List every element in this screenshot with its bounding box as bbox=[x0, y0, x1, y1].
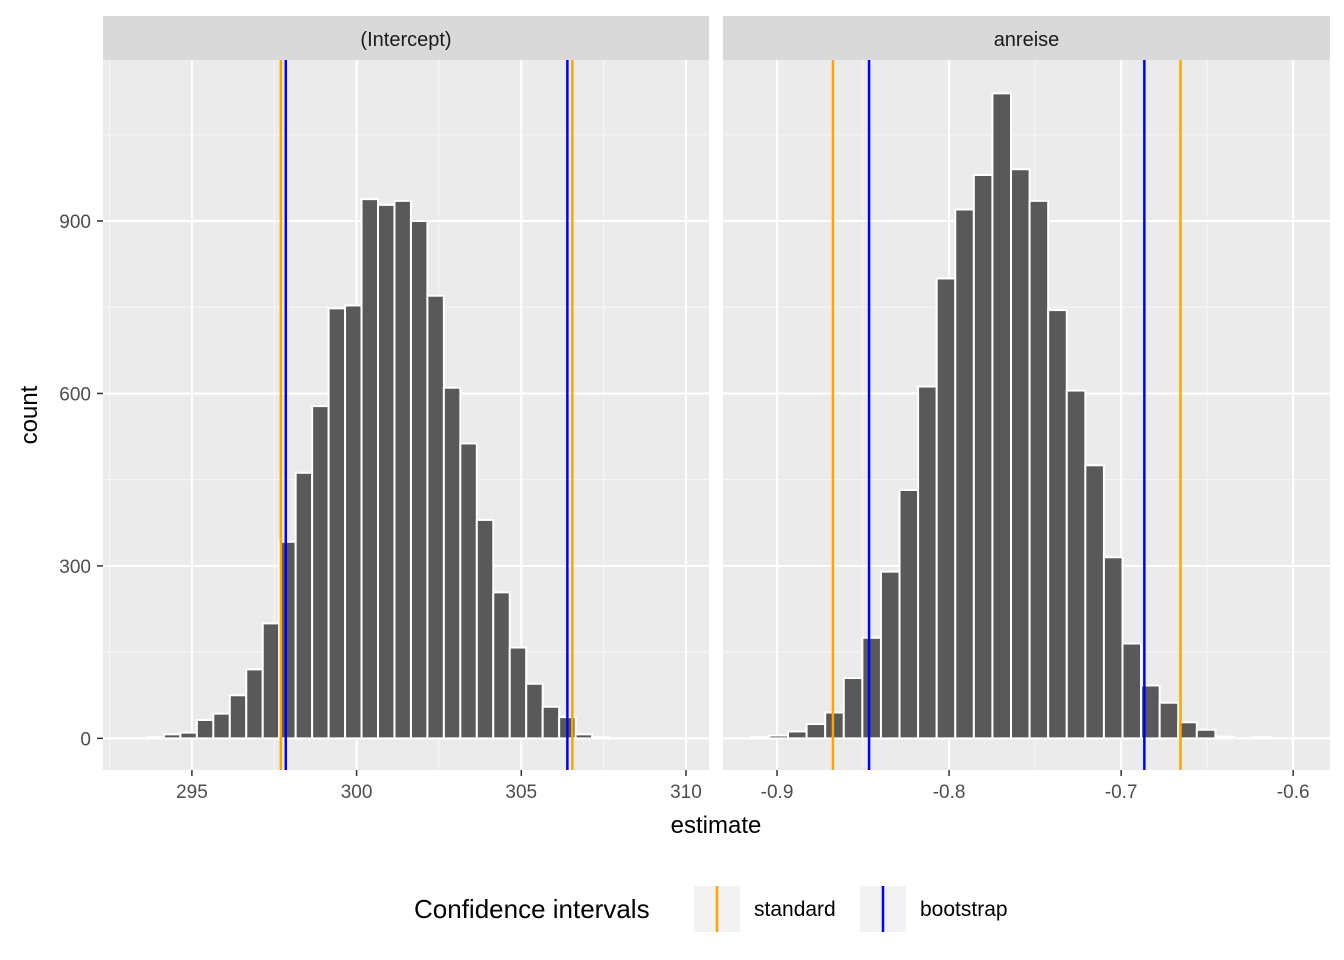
x-tick-label: -0.6 bbox=[1277, 782, 1310, 803]
histogram-bar bbox=[245, 668, 264, 740]
x-tick-label: 305 bbox=[505, 782, 537, 803]
histogram-bar bbox=[360, 198, 380, 740]
histogram-bar bbox=[541, 705, 561, 740]
histogram-bar bbox=[972, 173, 994, 740]
histogram-bar bbox=[261, 622, 281, 740]
x-axis-ticks: -0.9 -0.8 -0.7 -0.6 bbox=[761, 770, 1310, 803]
histogram-bar bbox=[1047, 309, 1068, 740]
histogram-bar bbox=[442, 386, 462, 740]
histogram-bar bbox=[861, 636, 882, 740]
histogram-bar bbox=[842, 677, 864, 740]
histogram-bar bbox=[426, 294, 445, 740]
x-axis-ticks: 295 300 305 310 bbox=[176, 770, 702, 803]
histogram-bar bbox=[591, 736, 610, 740]
strip-background bbox=[103, 16, 709, 60]
histogram-bar bbox=[327, 307, 347, 740]
histogram-bar bbox=[1251, 736, 1273, 740]
histogram-bar bbox=[525, 682, 544, 740]
histogram-bar bbox=[879, 570, 901, 740]
strip-background bbox=[723, 16, 1330, 60]
y-tick-label: 900 bbox=[59, 212, 91, 233]
y-tick-label: 0 bbox=[80, 729, 91, 750]
histogram-bars bbox=[749, 92, 1273, 740]
histogram-bar bbox=[768, 734, 790, 740]
x-tick-label: 310 bbox=[670, 782, 702, 803]
histogram-bar bbox=[898, 489, 920, 740]
x-tick-label: 300 bbox=[341, 782, 373, 803]
histogram-bar bbox=[294, 471, 314, 740]
panel-intercept: (Intercept) 295 300 305 310 bbox=[103, 16, 709, 803]
histogram-bar bbox=[228, 694, 248, 740]
panel-anreise: anreise -0.9 -0.8 -0.7 -0.6 bbox=[723, 16, 1330, 803]
histogram-bar bbox=[574, 733, 594, 740]
histogram-bar bbox=[162, 733, 182, 740]
x-axis-title: estimate bbox=[671, 812, 762, 839]
histogram-bar bbox=[492, 591, 511, 740]
histogram-bar bbox=[475, 518, 495, 740]
histogram-bar bbox=[787, 730, 808, 740]
histogram-bar bbox=[146, 736, 165, 740]
histogram-bar bbox=[344, 304, 363, 740]
legend-item-standard: standard bbox=[694, 886, 836, 932]
y-axis-title: count bbox=[16, 385, 43, 444]
x-tick-label: -0.8 bbox=[933, 782, 966, 803]
histogram-bar bbox=[749, 736, 771, 740]
histogram-bar bbox=[954, 208, 975, 740]
strip-label: anreise bbox=[994, 29, 1060, 51]
x-tick-label: 295 bbox=[176, 782, 208, 803]
histogram-bar bbox=[393, 199, 412, 740]
histogram-bar bbox=[1102, 556, 1124, 740]
histogram-bar bbox=[991, 92, 1013, 740]
x-tick-label: -0.7 bbox=[1105, 782, 1138, 803]
strip-label: (Intercept) bbox=[360, 29, 451, 51]
histogram-bar bbox=[1010, 168, 1031, 740]
histogram-bar bbox=[824, 711, 845, 740]
histogram-bar bbox=[1065, 389, 1087, 740]
histogram-bar bbox=[1121, 642, 1143, 740]
confidence-interval-lines bbox=[831, 60, 1182, 770]
y-tick-label: 600 bbox=[59, 384, 91, 405]
histogram-bar bbox=[1195, 728, 1217, 740]
legend-item-bootstrap: bootstrap bbox=[860, 886, 1008, 932]
histogram-bar bbox=[917, 385, 938, 740]
histogram-bar bbox=[935, 277, 957, 740]
histogram-bar bbox=[1028, 199, 1050, 740]
y-axis: 0 300 600 900 bbox=[59, 212, 103, 750]
histogram-bar bbox=[179, 731, 198, 740]
histogram-bar bbox=[1214, 735, 1235, 740]
histogram-bar bbox=[212, 712, 231, 740]
histogram-bar bbox=[805, 723, 827, 740]
histogram-bar bbox=[377, 203, 396, 740]
histogram-bar bbox=[1158, 701, 1180, 740]
x-tick-label: -0.9 bbox=[761, 782, 794, 803]
histogram-bar bbox=[409, 219, 429, 740]
legend-label: bootstrap bbox=[920, 898, 1008, 921]
legend-label: standard bbox=[754, 898, 836, 921]
y-tick-label: 300 bbox=[59, 557, 91, 578]
histogram-bar bbox=[195, 718, 215, 740]
histogram-bars bbox=[146, 198, 610, 740]
histogram-bar bbox=[459, 442, 478, 740]
legend-title: Confidence intervals bbox=[414, 894, 650, 924]
confidence-interval-lines bbox=[279, 60, 574, 770]
legend: Confidence intervals standard bootstrap bbox=[414, 886, 1008, 932]
histogram-bar bbox=[311, 405, 330, 740]
histogram-bar bbox=[1084, 464, 1105, 740]
histogram-bar bbox=[508, 646, 528, 740]
